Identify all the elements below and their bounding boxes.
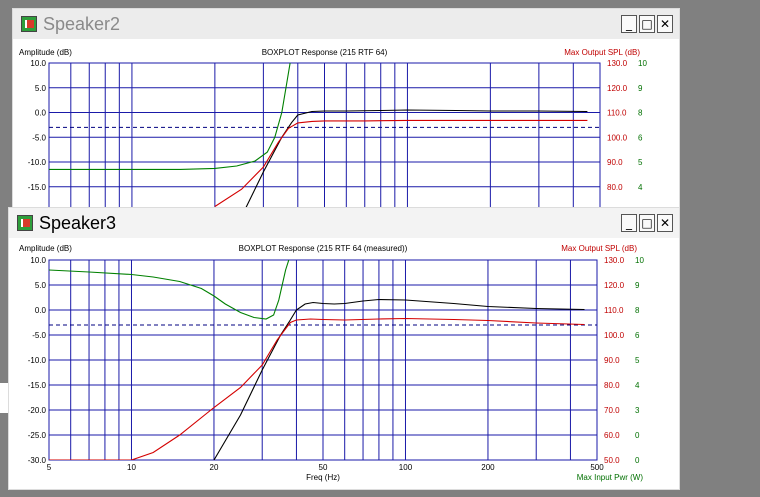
x-tick-label: 10 <box>127 463 136 472</box>
spl-tick-label: 90.0 <box>604 356 620 365</box>
y-tick-label: -5.0 <box>32 331 46 340</box>
power-tick-label: 0 <box>635 431 640 440</box>
speaker3-titlebar[interactable]: Speaker3 _ □ ✕ <box>9 208 679 238</box>
red-response-trace <box>214 119 588 207</box>
black-response-trace <box>244 109 588 209</box>
plot-frame <box>48 62 601 209</box>
spl-tick-label: 130.0 <box>607 59 628 68</box>
spl-tick-label: 90.0 <box>607 158 623 167</box>
spl-tick-label: 110.0 <box>604 306 624 315</box>
x-axis-label: Freq (Hz) <box>306 473 340 482</box>
power-tick-label: 3 <box>635 406 640 415</box>
speaker3-window[interactable]: Speaker3 _ □ ✕ Amplitude (dB) BOXPLOT Res… <box>8 207 680 490</box>
x-tick-label: 20 <box>210 463 219 472</box>
y-tick-label: -25.0 <box>28 431 47 440</box>
green-response-trace <box>49 63 291 170</box>
power-tick-label: 8 <box>635 306 640 315</box>
spl-tick-label: 100.0 <box>607 133 628 142</box>
y-tick-label: 10.0 <box>30 59 46 68</box>
minimize-button[interactable]: _ <box>621 15 637 33</box>
y-tick-label: 5.0 <box>35 281 47 290</box>
speaker2-window[interactable]: Speaker2 _ □ ✕ Amplitude (dB) BOXPLOT Res… <box>12 8 680 210</box>
minimize-button[interactable]: _ <box>621 214 637 232</box>
spl-axis-label: Max Output SPL (dB) <box>564 48 640 57</box>
y-tick-label: -15.0 <box>28 183 47 192</box>
power-tick-label: 6 <box>635 331 640 340</box>
speaker-app-icon <box>17 215 33 231</box>
green-response-trace <box>49 260 290 320</box>
spl-tick-label: 70.0 <box>604 406 620 415</box>
power-tick-label: 5 <box>638 158 643 167</box>
spl-tick-label: 60.0 <box>604 431 620 440</box>
power-tick-label: 6 <box>638 133 643 142</box>
power-tick-label: 9 <box>638 84 643 93</box>
y-tick-label: 10.0 <box>30 256 46 265</box>
spl-tick-label: 80.0 <box>604 381 620 390</box>
amplitude-axis-label: Amplitude (dB) <box>19 48 72 57</box>
y-tick-label: -5.0 <box>32 133 46 142</box>
black-response-trace <box>213 298 585 460</box>
power-tick-label: 4 <box>635 381 640 390</box>
spl-tick-label: 120.0 <box>607 84 628 93</box>
power-tick-label: 8 <box>638 109 643 118</box>
speaker2-chart-area: Amplitude (dB) BOXPLOT Response (215 RTF … <box>13 39 679 209</box>
maximize-button[interactable]: □ <box>639 15 655 33</box>
window-title: Speaker2 <box>43 13 121 34</box>
power-tick-label: 0 <box>635 456 640 465</box>
power-tick-label: 4 <box>638 183 643 192</box>
y-tick-label: -10.0 <box>28 356 47 365</box>
spl-tick-label: 100.0 <box>604 331 625 340</box>
spl-tick-label: 80.0 <box>607 183 623 192</box>
speaker2-chart: Amplitude (dB) BOXPLOT Response (215 RTF … <box>19 48 647 209</box>
y-tick-label: -30.0 <box>28 456 47 465</box>
x-tick-label: 200 <box>481 463 495 472</box>
y-tick-label: -15.0 <box>28 381 47 390</box>
x-tick-label: 5 <box>47 463 52 472</box>
red-response-trace <box>49 317 585 460</box>
power-axis-label: Max Input Pwr (W) <box>577 473 644 482</box>
power-tick-label: 10 <box>638 59 647 68</box>
power-tick-label: 5 <box>635 356 640 365</box>
y-tick-label: 5.0 <box>35 84 47 93</box>
plot-frame <box>48 259 598 461</box>
power-tick-label: 9 <box>635 281 640 290</box>
chart-title: BOXPLOT Response (215 RTF 64 (measured)) <box>239 244 408 253</box>
close-button[interactable]: ✕ <box>657 15 673 33</box>
y-tick-label: 0.0 <box>35 109 47 118</box>
spl-tick-label: 50.0 <box>604 456 620 465</box>
maximize-button[interactable]: □ <box>639 214 655 232</box>
x-tick-label: 100 <box>399 463 413 472</box>
speaker3-chart: Amplitude (dB) BOXPLOT Response (215 RTF … <box>19 244 644 482</box>
chart-title: BOXPLOT Response (215 RTF 64) <box>262 48 388 57</box>
y-tick-label: -20.0 <box>28 406 47 415</box>
speaker-app-icon <box>21 16 37 32</box>
speaker3-chart-area: Amplitude (dB) BOXPLOT Response (215 RTF … <box>9 238 679 489</box>
x-tick-label: 500 <box>590 463 604 472</box>
spl-tick-label: 110.0 <box>607 109 627 118</box>
y-tick-label: -10.0 <box>28 158 47 167</box>
x-tick-label: 50 <box>319 463 328 472</box>
spl-axis-label: Max Output SPL (dB) <box>561 244 637 253</box>
amplitude-axis-label: Amplitude (dB) <box>19 244 72 253</box>
window-title: Speaker3 <box>39 212 117 233</box>
spl-tick-label: 120.0 <box>604 281 625 290</box>
spl-tick-label: 130.0 <box>604 256 625 265</box>
speaker2-titlebar[interactable]: Speaker2 _ □ ✕ <box>13 9 679 39</box>
y-tick-label: 0.0 <box>35 306 47 315</box>
power-tick-label: 10 <box>635 256 644 265</box>
close-button[interactable]: ✕ <box>657 214 673 232</box>
